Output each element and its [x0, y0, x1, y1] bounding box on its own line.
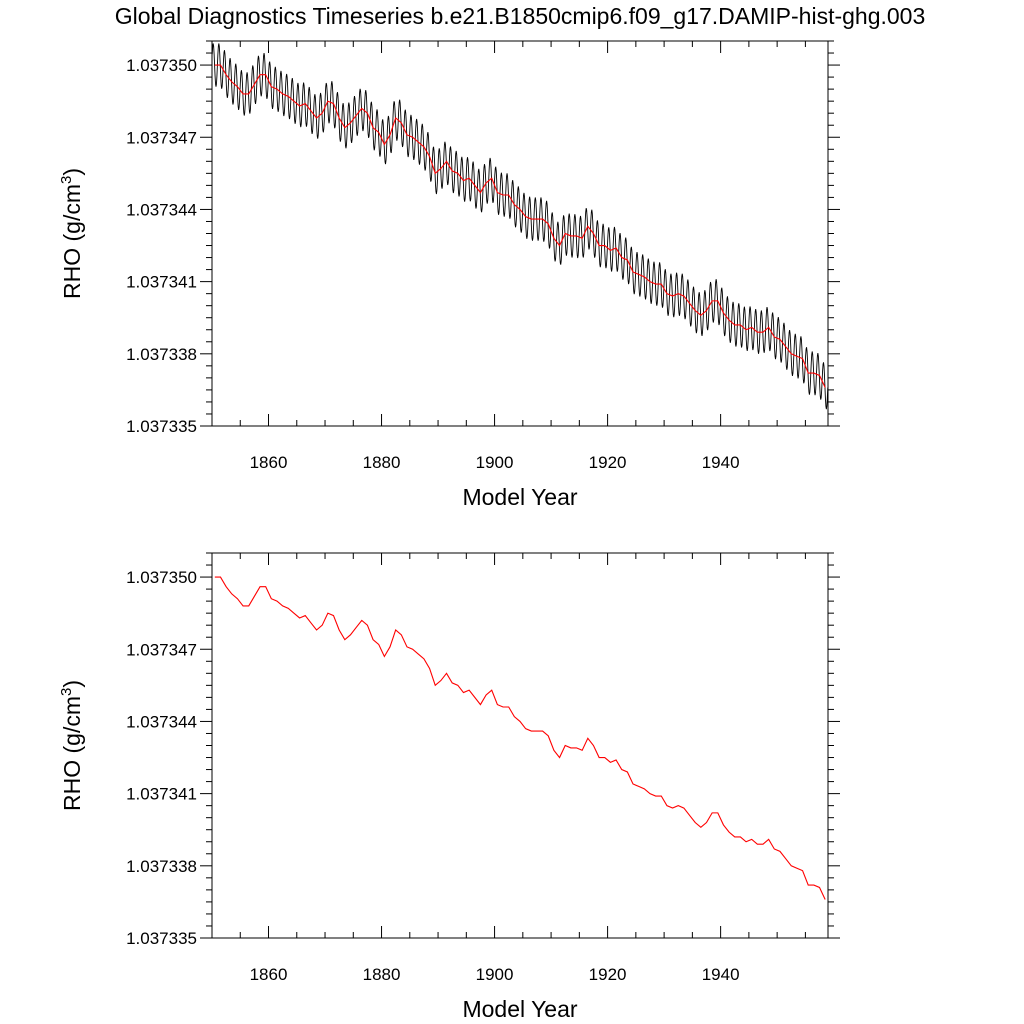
top-y-tick-label: 1.037335	[126, 417, 197, 436]
top-panel: 1860 1880 1900 1920 1940 1.037335 1.037338 1.03…	[58, 40, 840, 510]
bottom-x-tick-label: 1860	[250, 965, 288, 984]
top-y-tick-label: 1.037338	[126, 345, 197, 364]
top-x-axis-title: Model Year	[462, 484, 577, 510]
bottom-plot-frame	[211, 552, 829, 939]
bottom-series-annual-line	[214, 576, 826, 900]
top-x-tick-label: 1940	[702, 453, 740, 472]
bottom-y-tick-label: 1.037335	[126, 929, 197, 948]
bottom-x-tick-label: 1900	[476, 965, 514, 984]
bottom-x-tick-label: 1920	[589, 965, 627, 984]
bottom-y-tick-label: 1.037341	[126, 785, 197, 804]
top-y-axis-title: RHO (g/cm3)	[58, 168, 85, 299]
bottom-x-axis-title: Model Year	[462, 996, 577, 1022]
bottom-x-tick-label: 1880	[363, 965, 401, 984]
top-x-tick-label: 1860	[250, 453, 288, 472]
top-x-tick-label: 1880	[363, 453, 401, 472]
bottom-y-tick-label: 1.037338	[126, 857, 197, 876]
top-y-tick-label: 1.037341	[126, 273, 197, 292]
bottom-y-tick-label: 1.037350	[126, 568, 197, 587]
top-x-tick-label: 1900	[476, 453, 514, 472]
top-x-tick-label: 1920	[589, 453, 627, 472]
top-y-tick-label: 1.037347	[126, 128, 197, 147]
bottom-y-tick-label: 1.037347	[126, 640, 197, 659]
top-y-tick-label: 1.037344	[126, 200, 197, 219]
bottom-y-tick-label: 1.037344	[126, 712, 197, 731]
top-series-monthly-line	[212, 43, 828, 410]
bottom-y-axis-title: RHO (g/cm3)	[58, 680, 85, 811]
chart-title: Global Diagnostics Timeseries b.e21.B185…	[114, 3, 926, 29]
bottom-x-tick-label: 1940	[702, 965, 740, 984]
bottom-panel: 1860 1880 1900 1920 1940 1.037335 1.037338 1.03…	[58, 552, 840, 1022]
top-series-annual-line	[214, 64, 826, 388]
top-y-tick-label: 1.037350	[126, 56, 197, 75]
